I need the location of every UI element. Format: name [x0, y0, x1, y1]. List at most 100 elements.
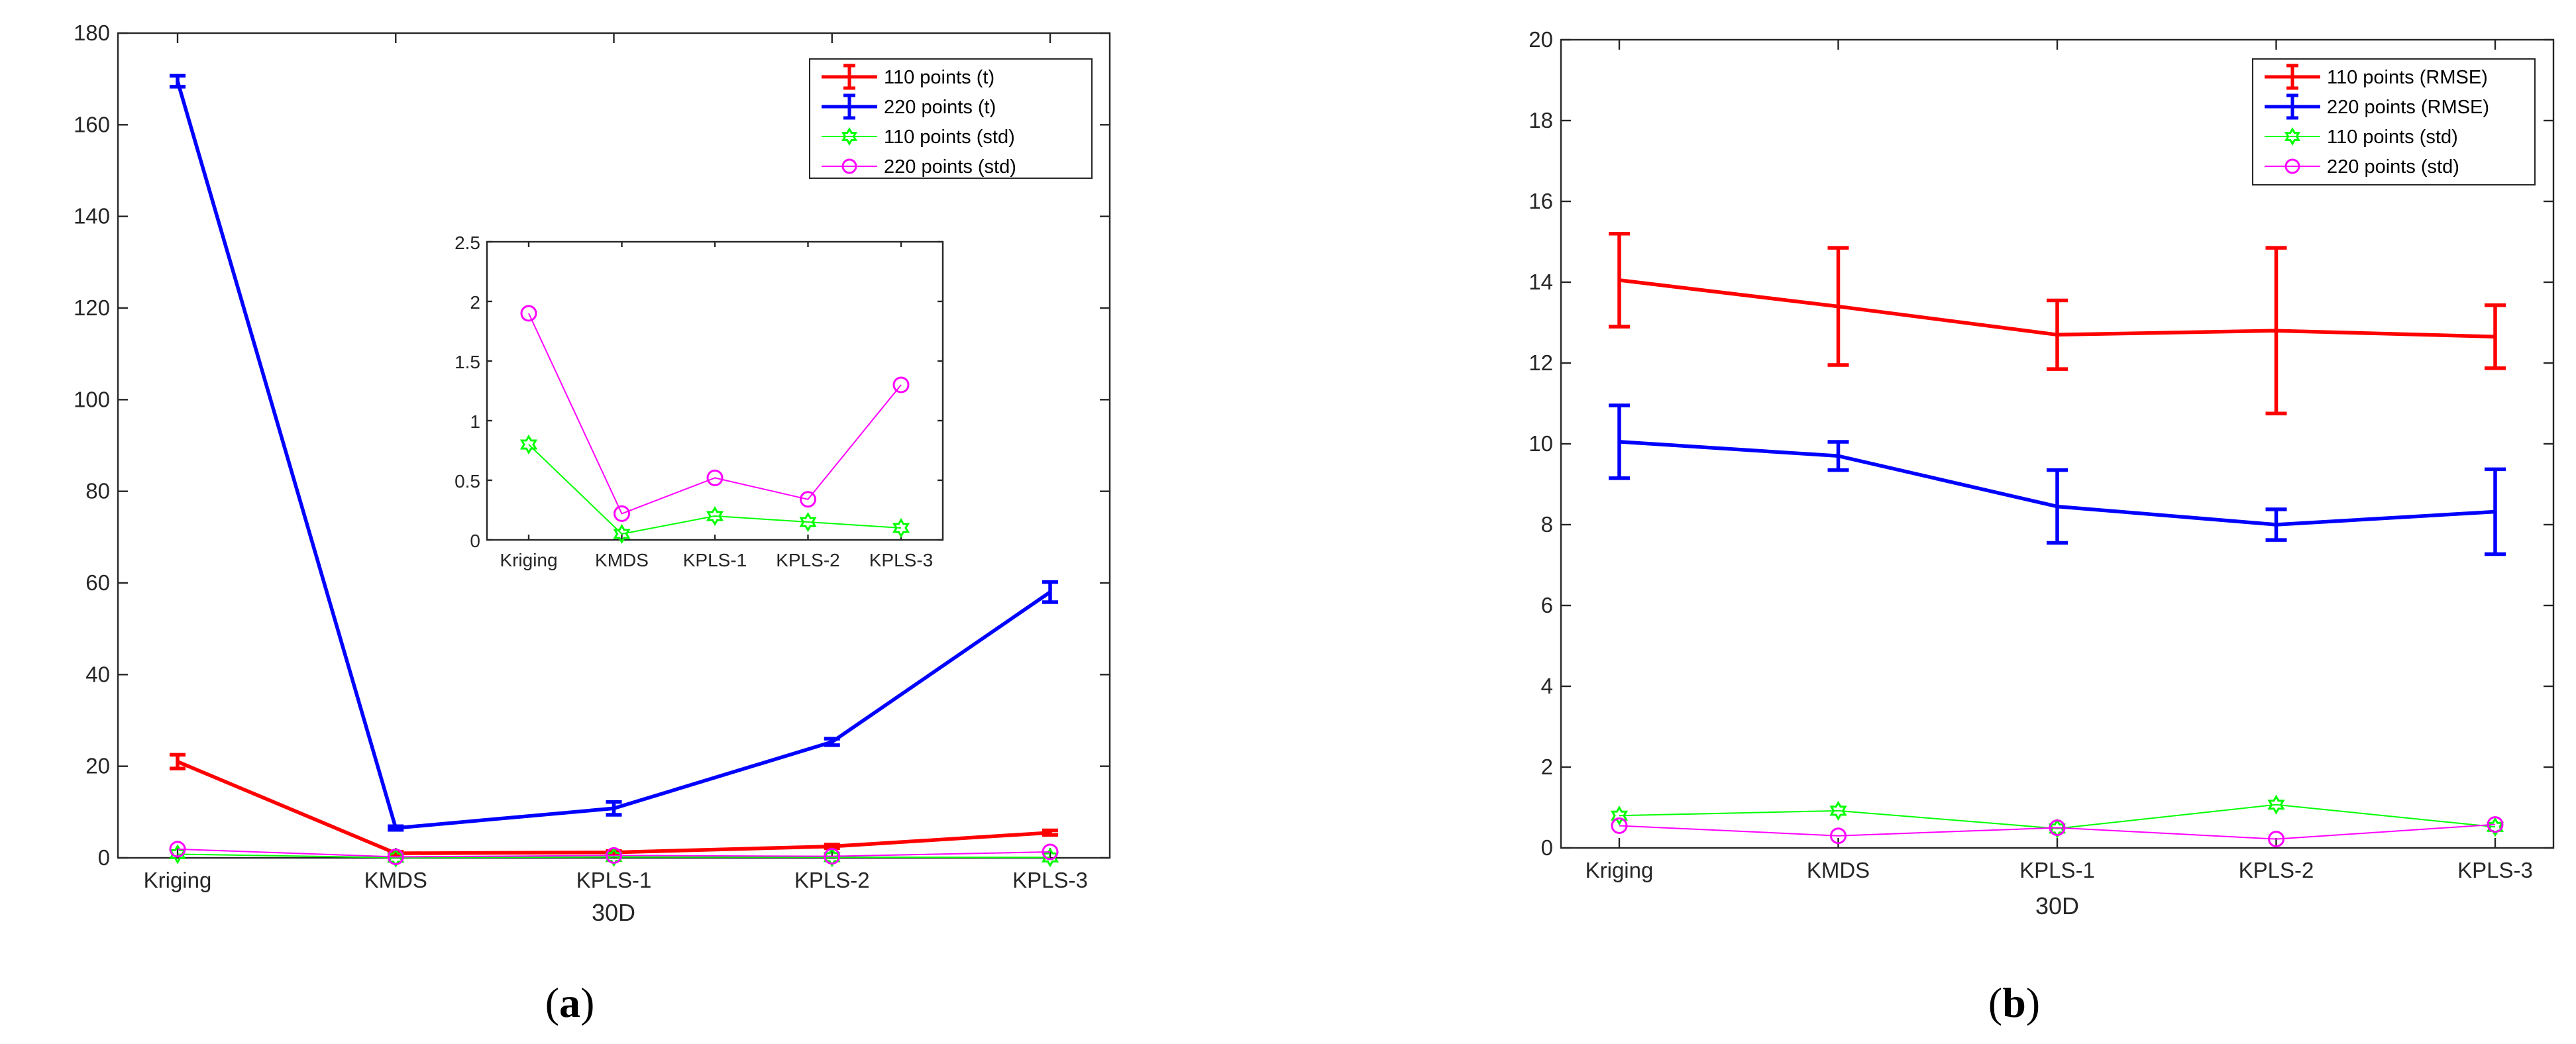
panel-b-ytick-label-20: 20	[1529, 27, 1553, 52]
panel-a-ytick-label-160: 160	[74, 112, 110, 136]
panel-a-legend-item-110-points-std: 110 points (std)	[822, 127, 1015, 148]
panel-a-series-220-points-t	[170, 74, 1058, 832]
panel-a-x-axis: Kriging KMDS KPLS-1 KPLS-2 KPLS-3	[144, 33, 1088, 892]
panel-a-inset-series-220-points-std-point-0	[520, 305, 537, 322]
panel-b-ytick-label-0: 0	[1541, 835, 1553, 860]
panel-a-inset-ytick-label-2-5: 2.5	[455, 233, 480, 253]
panel-b-x-axis: Kriging KMDS KPLS-1 KPLS-2 KPLS-3	[1585, 40, 2533, 882]
panel-b-series-220-points-std-point-4	[2487, 816, 2504, 833]
panel-a-inset-series-220-points-std	[520, 305, 910, 522]
panel-a-series	[168, 74, 1059, 868]
panel-a-inset-series-110-points-std-line	[528, 444, 902, 535]
panel-b-series-110-points-std-point-3	[2267, 794, 2285, 815]
panel-a-inset-ytick-label-2: 2	[470, 292, 480, 313]
panel-a-ytick-label-80: 80	[85, 479, 110, 503]
panel-b-series-220-points-rmse	[1609, 403, 2506, 556]
panel-a-series-220-points-std-line	[177, 848, 1051, 858]
panel-a-inset-series-110-points-std-point-1	[613, 523, 631, 545]
panel-a-legend-item-220-points-std: 220 points (std)	[822, 156, 1016, 178]
panel-a-legend-item-220-points-std-swatch-marker	[841, 158, 857, 174]
panel-b-legend-item-110-points-rmse: 110 points (RMSE)	[2265, 64, 2488, 90]
panel-b-caption-letter: b	[2002, 979, 2026, 1026]
panel-a-series-220-points-std-point-0	[169, 841, 186, 858]
panel-b-series-220-points-std-point-1	[1830, 827, 1847, 845]
panel-a-inset-xtick-label-kpls-2: KPLS-2	[776, 550, 840, 570]
panel-b-xtick-label-kriging: Kriging	[1585, 858, 1654, 882]
panel-a-inset-series-110-points-std-point-3	[799, 511, 817, 533]
panel-a-inset-series-220-points-std-point-4	[892, 376, 910, 393]
panel-b-xtick-label-kpls-3: KPLS-3	[2457, 858, 2533, 882]
panel-a-series-220-points-std-point-3	[824, 848, 841, 865]
panel-a-inset-series	[519, 305, 910, 545]
panel-b-xtick-label-kpls-1: KPLS-1	[2019, 858, 2095, 882]
panel-b-ytick-label-10: 10	[1529, 431, 1553, 456]
panel-b-ytick-label-4: 4	[1541, 674, 1553, 698]
panel-a-series-110-points-std-line	[177, 853, 1051, 859]
panel-a-xtick-label-kriging: Kriging	[144, 868, 212, 892]
panel-b-series-220-points-std-point-0	[1611, 817, 1628, 834]
panel-b-legend-item-110-points-std-label: 110 points (std)	[2327, 127, 2458, 148]
panel-a-caption: (a)	[545, 979, 595, 1026]
panel-a-series-220-points-std-point-1	[387, 848, 404, 865]
panel-b-series-110-points-std-point-1	[1829, 800, 1847, 821]
panel-b-ytick-label-8: 8	[1541, 512, 1553, 537]
panel-a-inset-ytick-label-1: 1	[470, 411, 480, 432]
panel-a-series-220-points-std-point-4	[1042, 843, 1059, 861]
panel-a-xtick-label-kpls-3: KPLS-3	[1012, 868, 1088, 892]
panel-b-series-220-points-std	[1611, 816, 2504, 848]
panel-a-ytick-label-180: 180	[74, 21, 110, 45]
panel-b-xtick-label-kpls-2: KPLS-2	[2239, 858, 2314, 882]
panel-b-legend-item-220-points-rmse-label: 220 points (RMSE)	[2327, 97, 2489, 118]
panel-b-ytick-label-12: 12	[1529, 350, 1553, 375]
panel-a-series-220-points-std	[169, 841, 1059, 865]
panel-b-series	[1609, 232, 2506, 848]
panel-a-inset-ytick-label-0: 0	[470, 531, 480, 551]
panel-b-legend-item-110-points-std: 110 points (std)	[2265, 127, 2458, 148]
panel-b-legend-item-220-points-std: 220 points (std)	[2265, 156, 2459, 178]
panel-a-legend-item-220-points-std-label: 220 points (std)	[884, 156, 1016, 178]
panel-a-inset-series-110-points-std-point-2	[706, 505, 724, 527]
panel-b-series-220-points-std-point-2	[2049, 819, 2066, 836]
panel-a-xtick-label-kpls-2: KPLS-2	[794, 868, 870, 892]
panel-b-caption: (b)	[1988, 979, 2040, 1026]
panel-b-series-110-points-std-line	[1619, 804, 2496, 829]
panel-a-inset-chart: 0 0.5 1 1.5 2 2.5 Kriging KMDS KPLS-1 KPLS-2 KPLS…	[455, 233, 944, 570]
panel-a-inset-series-220-points-std-point-1	[614, 505, 630, 522]
panel-a-inset-series-220-points-std-line	[528, 313, 902, 515]
panel-b-ytick-label-6: 6	[1541, 593, 1553, 617]
panel-a-ytick-label-140: 140	[74, 204, 110, 229]
panel-b-x-label: 30D	[2035, 892, 2079, 919]
panel-a-inset-ytick-label-0-5: 0.5	[455, 471, 480, 492]
panel-a-inset-y-axis: 0 0.5 1 1.5 2 2.5	[455, 233, 943, 551]
panel-b-series-110-points-std-point-0	[1610, 806, 1629, 826]
panel-a-inset-series-110-points-std	[519, 434, 910, 545]
panel-b-ytick-label-2: 2	[1541, 755, 1553, 779]
panel-a-inset-series-110-points-std-point-0	[519, 434, 538, 455]
panel-a-legend: 110 points (t) 220 points (t) 110 points (…	[809, 58, 1093, 179]
panel-a-legend-item-110-points-t: 110 points (t)	[822, 64, 994, 90]
panel-b-series-220-points-std-point-3	[2268, 831, 2284, 848]
panel-b-series-110-points-rmse	[1609, 232, 2506, 415]
panel-a-legend-item-220-points-t-label: 220 points (t)	[884, 97, 996, 118]
panel-b-legend-item-110-points-std-swatch-marker	[2284, 127, 2301, 146]
panel-b-chart: 0 2 4 6 8 10 12 14 16 18 20 Kriging KMDS KPLS-1 KPLS-…	[1529, 27, 2555, 1026]
panel-a-legend-item-110-points-t-label: 110 points (t)	[884, 67, 994, 88]
panel-a-legend-item-110-points-std-swatch-marker	[841, 127, 858, 146]
panel-a-series-220-points-std-point-2	[606, 847, 622, 864]
panel-b-series-220-points-std-line	[1619, 823, 2496, 840]
panel-a-xtick-label-kpls-1: KPLS-1	[576, 868, 652, 892]
panel-b-ytick-label-18: 18	[1529, 108, 1553, 132]
panel-b-ytick-label-16: 16	[1529, 189, 1553, 213]
panel-b-legend-item-220-points-std-swatch-marker	[2284, 158, 2300, 174]
panel-a-ytick-label-60: 60	[85, 570, 110, 595]
panel-b-legend-item-220-points-std-label: 220 points (std)	[2327, 156, 2459, 178]
panel-b-xtick-label-kmds: KMDS	[1807, 858, 1870, 882]
panel-b-legend-item-220-points-rmse: 220 points (RMSE)	[2265, 93, 2489, 120]
panel-a-x-label: 30D	[592, 899, 635, 926]
panel-a-inset-series-110-points-std-point-4	[892, 517, 910, 539]
panel-b-ytick-label-14: 14	[1529, 270, 1553, 294]
panel-b-y-axis: 0 2 4 6 8 10 12 14 16 18 20	[1529, 27, 2553, 860]
